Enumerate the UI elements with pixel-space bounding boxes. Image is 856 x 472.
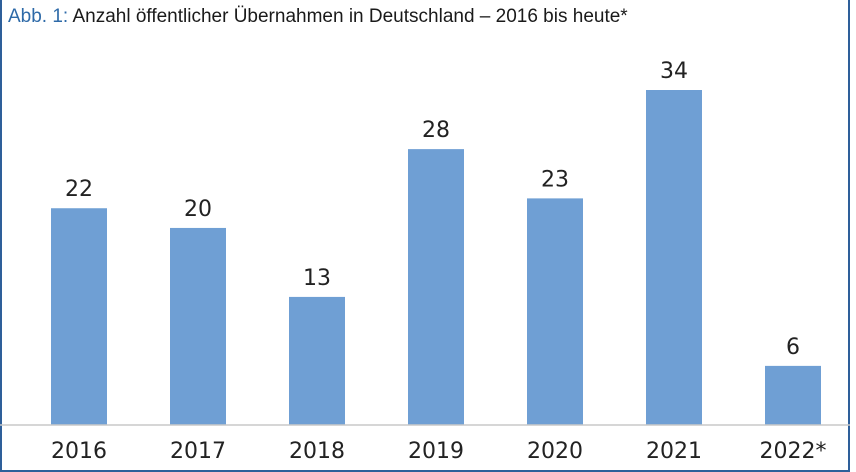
bar-2018 [289, 296, 345, 425]
bar-2021 [646, 90, 702, 425]
bar-2020 [527, 198, 583, 425]
value-label-2017: 20 [184, 197, 212, 222]
value-labels-group: 22 20 13 28 23 34 6 [65, 59, 800, 360]
bar-2017 [170, 227, 226, 425]
chart-title: Abb. 1: Anzahl öffentlicher Übernahmen i… [8, 6, 628, 28]
category-label-2018: 2018 [289, 439, 345, 464]
value-label-2019: 28 [422, 118, 450, 143]
bar-2022 [765, 365, 821, 425]
category-label-2016: 2016 [51, 439, 107, 464]
bar-2016 [51, 208, 107, 425]
category-labels-group: 2016 2017 2018 2019 2020 2021 2022* [51, 439, 827, 464]
value-label-2018: 13 [303, 266, 331, 291]
bar-2019 [408, 149, 464, 425]
bars-group [51, 90, 821, 425]
value-label-2020: 23 [541, 167, 569, 192]
value-label-2022: 6 [786, 335, 800, 360]
category-label-2022: 2022* [760, 439, 827, 464]
category-label-2017: 2017 [170, 439, 226, 464]
value-label-2016: 22 [65, 177, 93, 202]
chart-title-prefix: Abb. 1: [8, 6, 69, 27]
category-label-2020: 2020 [527, 439, 583, 464]
chart-title-text: Anzahl öffentlicher Übernahmen in Deutsc… [72, 6, 628, 27]
value-label-2021: 34 [660, 59, 688, 84]
category-label-2021: 2021 [646, 439, 702, 464]
category-label-2019: 2019 [408, 439, 464, 464]
